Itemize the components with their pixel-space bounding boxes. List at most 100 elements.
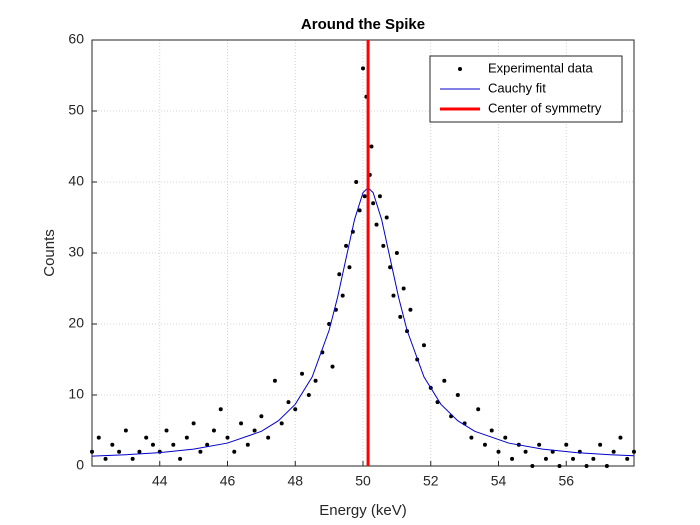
chart-title: Around the Spike	[301, 16, 425, 33]
data-point	[117, 449, 122, 454]
data-point	[171, 442, 176, 447]
data-point	[421, 343, 426, 348]
data-point	[384, 215, 389, 220]
data-point	[293, 407, 298, 412]
data-point	[205, 442, 210, 447]
data-point	[394, 251, 399, 255]
data-point	[306, 393, 311, 397]
data-point	[357, 208, 362, 213]
data-point	[455, 393, 460, 397]
y-tick-label: 10	[68, 386, 84, 402]
data-point	[96, 435, 101, 440]
data-point	[178, 456, 183, 461]
data-point	[469, 435, 474, 440]
x-axis-label: Energy (keV)	[319, 502, 407, 519]
data-point	[198, 449, 203, 454]
data-point	[144, 435, 149, 440]
y-tick-label: 40	[68, 173, 84, 189]
data-point	[252, 428, 257, 433]
data-point	[137, 449, 142, 454]
data-point	[272, 378, 277, 383]
legend-label: Experimental data	[488, 60, 594, 75]
data-point	[408, 307, 413, 312]
data-point	[330, 364, 335, 369]
data-point	[374, 222, 379, 227]
data-point	[123, 428, 128, 433]
data-point	[340, 293, 345, 298]
data-point	[632, 449, 636, 454]
y-axis-label: Counts	[41, 229, 58, 277]
data-point	[476, 407, 481, 412]
data-point	[164, 428, 169, 433]
data-point	[130, 456, 135, 461]
data-point	[344, 243, 349, 248]
data-point	[377, 194, 382, 199]
data-point	[510, 456, 515, 461]
data-point	[503, 435, 508, 440]
data-point	[482, 442, 487, 447]
data-point	[550, 449, 555, 454]
data-point	[157, 449, 162, 454]
data-point	[371, 201, 376, 206]
data-point	[388, 265, 393, 270]
x-tick-label: 56	[558, 473, 574, 489]
data-point	[530, 464, 535, 468]
data-point	[245, 442, 250, 447]
legend-marker	[458, 67, 462, 71]
data-point	[191, 421, 196, 426]
x-tick-label: 46	[220, 473, 236, 489]
legend-label: Cauchy fit	[488, 80, 546, 95]
data-point	[347, 265, 352, 270]
data-point	[598, 442, 603, 447]
y-tick-label: 50	[68, 102, 84, 118]
data-point	[523, 449, 528, 454]
data-point	[391, 293, 396, 298]
data-point	[381, 243, 386, 248]
data-point	[225, 435, 230, 440]
axes-box	[91, 39, 635, 467]
data-point	[543, 456, 548, 461]
x-tick-label: 52	[423, 473, 439, 489]
data-point	[618, 435, 623, 440]
data-point	[571, 456, 576, 461]
data-point	[369, 144, 374, 149]
data-point	[489, 428, 494, 433]
data-point	[442, 378, 447, 383]
data-point	[625, 456, 630, 461]
data-point	[398, 314, 403, 319]
y-tick-label: 60	[68, 31, 84, 47]
data-point	[564, 442, 569, 447]
data-point	[232, 449, 237, 454]
data-point	[259, 414, 264, 419]
data-point	[239, 421, 244, 426]
data-point	[279, 421, 284, 426]
data-point	[184, 435, 189, 440]
data-point	[110, 442, 115, 447]
data-point	[218, 407, 223, 412]
x-tick-label: 54	[491, 473, 507, 489]
data-point	[537, 442, 542, 447]
data-point	[313, 378, 318, 383]
data-point	[337, 272, 342, 277]
x-tick-label: 50	[355, 473, 371, 489]
y-tick-label: 30	[68, 244, 84, 260]
x-tick-label: 44	[152, 473, 168, 489]
data-point	[211, 428, 216, 433]
data-point	[611, 449, 616, 454]
data-point	[103, 456, 108, 461]
data-point	[150, 442, 155, 447]
y-tick-label: 20	[68, 315, 84, 331]
data-point	[401, 286, 406, 291]
data-point	[266, 435, 271, 440]
data-point	[362, 194, 367, 199]
data-point	[604, 464, 609, 468]
x-tick-label: 48	[287, 473, 303, 489]
data-point	[300, 371, 305, 376]
data-point	[591, 456, 596, 461]
data-point	[286, 400, 291, 405]
y-tick-label: 0	[76, 457, 84, 473]
data-point	[584, 464, 589, 468]
data-point	[496, 449, 501, 454]
data-point	[354, 180, 359, 184]
